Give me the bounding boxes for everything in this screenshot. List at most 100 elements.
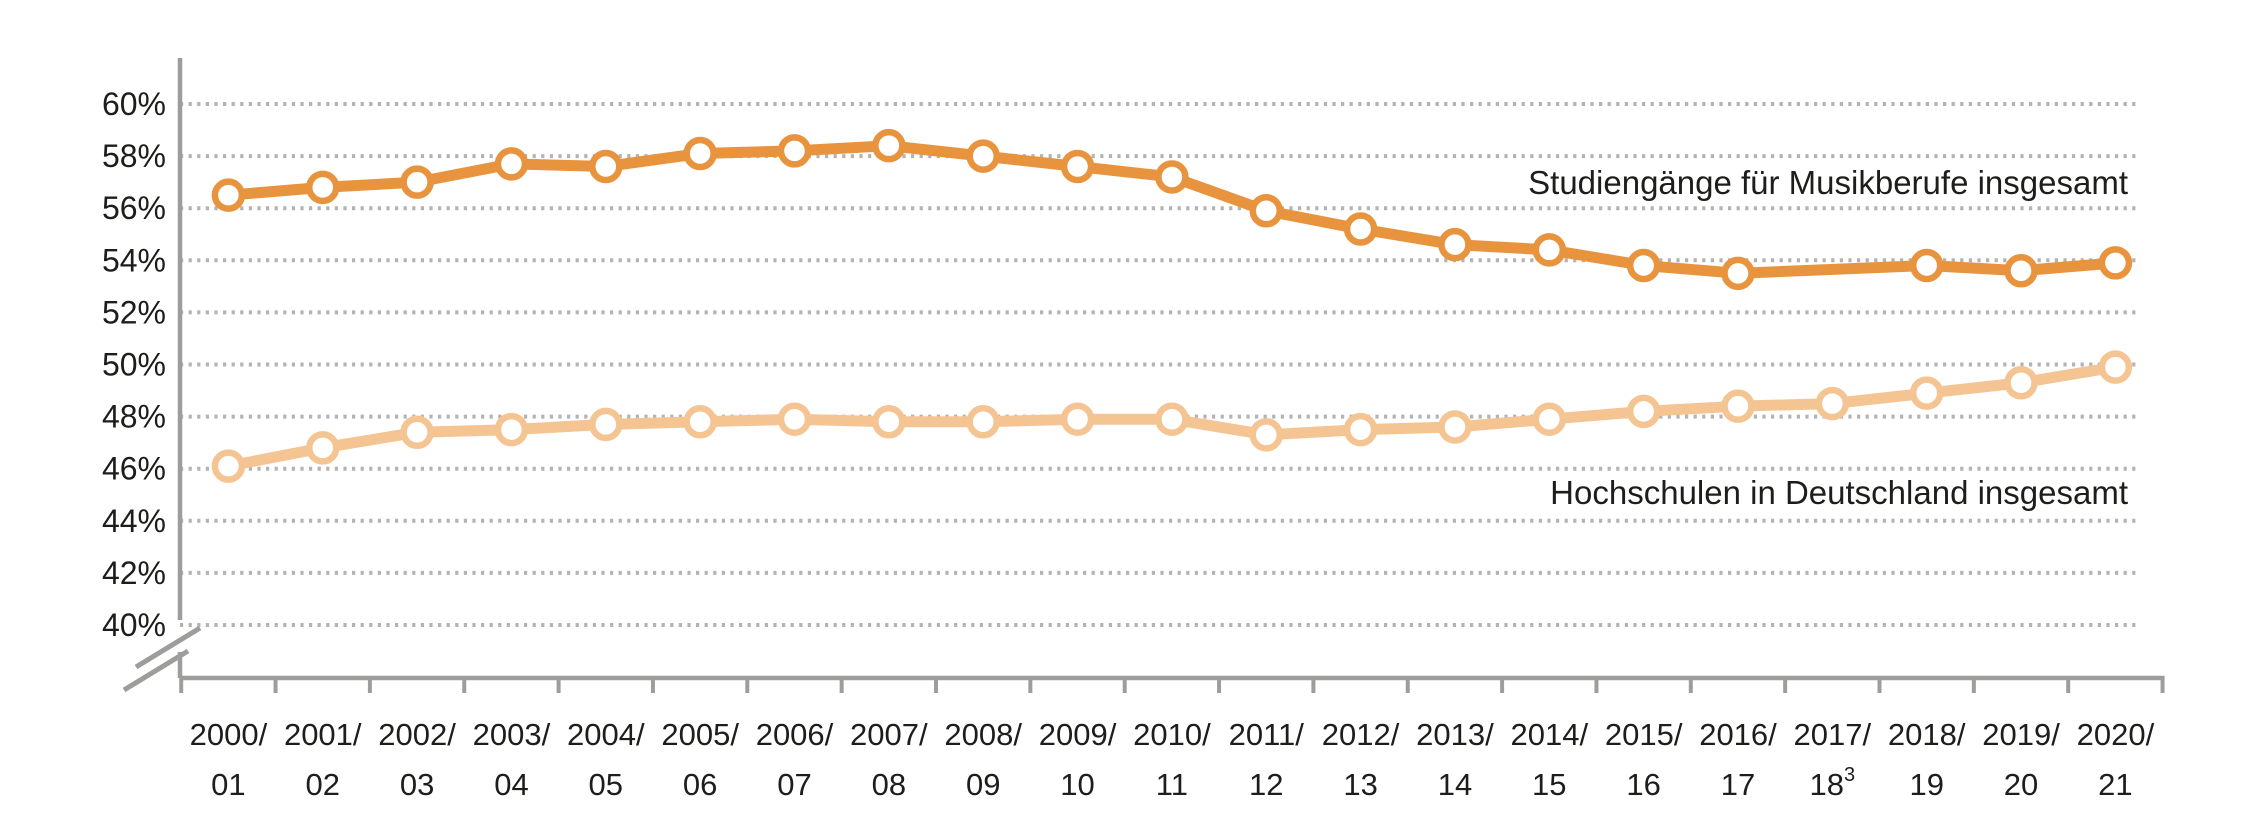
data-point-marker (966, 139, 1000, 173)
x-axis-label-bottom: 21 (2098, 767, 2132, 802)
data-point-marker (872, 405, 906, 439)
x-axis-label-bottom: 12 (1249, 767, 1283, 802)
data-point-marker (1343, 212, 1378, 246)
data-point-marker (589, 149, 623, 184)
x-axis-label-top: 2011/ (1229, 717, 1305, 752)
x-axis-label-top: 2009/ (1039, 717, 1117, 752)
data-point-marker (777, 402, 812, 436)
data-point-marker (1438, 227, 1472, 262)
data-point-marker (1438, 410, 1472, 444)
x-axis-label-bottom: 183 (1810, 764, 1856, 802)
data-point-marker (1249, 194, 1283, 228)
x-axis-label-top: 2000/ (190, 717, 268, 752)
x-axis-label-top: 2003/ (473, 717, 551, 752)
data-point-marker (2098, 350, 2133, 384)
x-axis-label-footnote-sup: 3 (1844, 764, 1855, 786)
series-label-hochschulen: Hochschulen in Deutschland insgesamt (1550, 474, 2128, 511)
axis-break-icon (122, 648, 190, 693)
data-point-marker (1060, 402, 1095, 436)
x-axis-label-top: 2020/ (2077, 717, 2155, 752)
data-point-marker (1155, 402, 1189, 436)
x-axis-label-top: 2005/ (661, 717, 739, 752)
data-point-marker (494, 412, 529, 447)
y-axis-tick-label: 60% (102, 86, 166, 122)
y-axis-tick-label: 42% (102, 555, 166, 591)
data-point-marker (872, 128, 906, 163)
y-axis-tick-label: 50% (102, 347, 166, 383)
x-axis-label-bottom: 03 (400, 767, 434, 802)
data-point-marker (1249, 418, 1283, 452)
data-point-marker (683, 405, 717, 439)
data-point-marker (589, 407, 623, 442)
x-axis-label-top: 2013/ (1416, 717, 1494, 752)
x-axis-label-top: 2006/ (756, 717, 834, 752)
data-point-marker (1909, 248, 1944, 283)
x-axis-label-top: 2012/ (1322, 717, 1400, 752)
x-axis-label-bottom: 19 (1909, 767, 1943, 802)
y-axis-tick-label: 44% (102, 503, 166, 539)
x-axis-label-top: 2007/ (850, 717, 928, 752)
x-axis-label-bottom: 01 (211, 767, 245, 802)
x-axis-label-bottom: 05 (589, 767, 623, 802)
x-axis-label-bottom: 04 (494, 767, 528, 802)
data-point-marker (1721, 256, 1755, 291)
y-axis-tick-label: 46% (102, 451, 166, 487)
x-axis-label-bottom: 20 (2004, 767, 2038, 802)
data-point-marker (400, 415, 434, 449)
x-axis-label-top: 2017/ (1794, 717, 1872, 752)
data-point-marker (1909, 376, 1944, 410)
data-point-marker (683, 136, 717, 171)
series-label-musikberufe: Studiengänge für Musikberufe insgesamt (1528, 164, 2128, 201)
data-point-marker (1815, 386, 1850, 421)
y-axis-tick-label: 54% (102, 242, 166, 278)
x-axis-label-top: 2002/ (378, 717, 456, 752)
x-axis-label-top: 2010/ (1133, 717, 1211, 752)
x-axis-label-bottom: 13 (1343, 767, 1377, 802)
y-axis-tick-label: 58% (102, 138, 166, 174)
x-axis-label-bottom: 11 (1156, 767, 1188, 802)
x-axis-label-top: 2018/ (1888, 717, 1966, 752)
y-axis-tick-label: 48% (102, 399, 166, 435)
x-axis-label-top: 2001/ (284, 717, 362, 752)
y-axis-tick-label: 40% (102, 607, 166, 643)
data-point-marker (1060, 149, 1095, 184)
y-axis-tick-label: 52% (102, 294, 166, 330)
x-axis-label-bottom: 07 (777, 767, 811, 802)
data-point-marker (494, 147, 529, 181)
x-axis-label-top: 2015/ (1605, 717, 1683, 752)
data-point-marker (2004, 365, 2038, 400)
data-point-marker (1155, 160, 1189, 194)
data-point-marker (1626, 248, 1661, 283)
data-point-marker (306, 431, 340, 465)
data-point-marker (1721, 389, 1755, 423)
data-point-marker (211, 449, 246, 483)
x-axis-label-bottom: 06 (683, 767, 717, 802)
data-point-marker (1532, 402, 1567, 436)
x-axis-label-top: 2008/ (944, 717, 1022, 752)
data-point-marker (1532, 233, 1567, 267)
x-axis-label-top: 2004/ (567, 717, 645, 752)
data-point-marker (1626, 394, 1661, 429)
x-axis-label-bottom: 16 (1626, 767, 1660, 802)
data-point-marker (211, 178, 246, 212)
x-axis-label-bottom: 17 (1721, 767, 1755, 802)
x-axis-label-bottom: 15 (1532, 767, 1566, 802)
data-point-marker (2004, 253, 2038, 288)
data-point-marker (777, 134, 812, 168)
data-point-marker (2098, 246, 2133, 280)
x-axis-label-top: 2014/ (1511, 717, 1589, 752)
data-point-marker (1343, 412, 1378, 447)
y-axis-tick-label: 56% (102, 190, 166, 226)
x-axis-label-top: 2016/ (1699, 717, 1777, 752)
axis-break-icon (134, 625, 202, 670)
data-point-marker (306, 170, 340, 205)
x-axis-label-bottom: 02 (306, 767, 340, 802)
x-axis-label-top: 2019/ (1982, 717, 2060, 752)
x-axis-label-bottom: 08 (872, 767, 906, 802)
data-point-marker (966, 405, 1000, 439)
x-axis-label-bottom: 09 (966, 767, 1000, 802)
data-point-marker (400, 165, 434, 199)
x-axis-label-bottom: 10 (1060, 767, 1094, 802)
